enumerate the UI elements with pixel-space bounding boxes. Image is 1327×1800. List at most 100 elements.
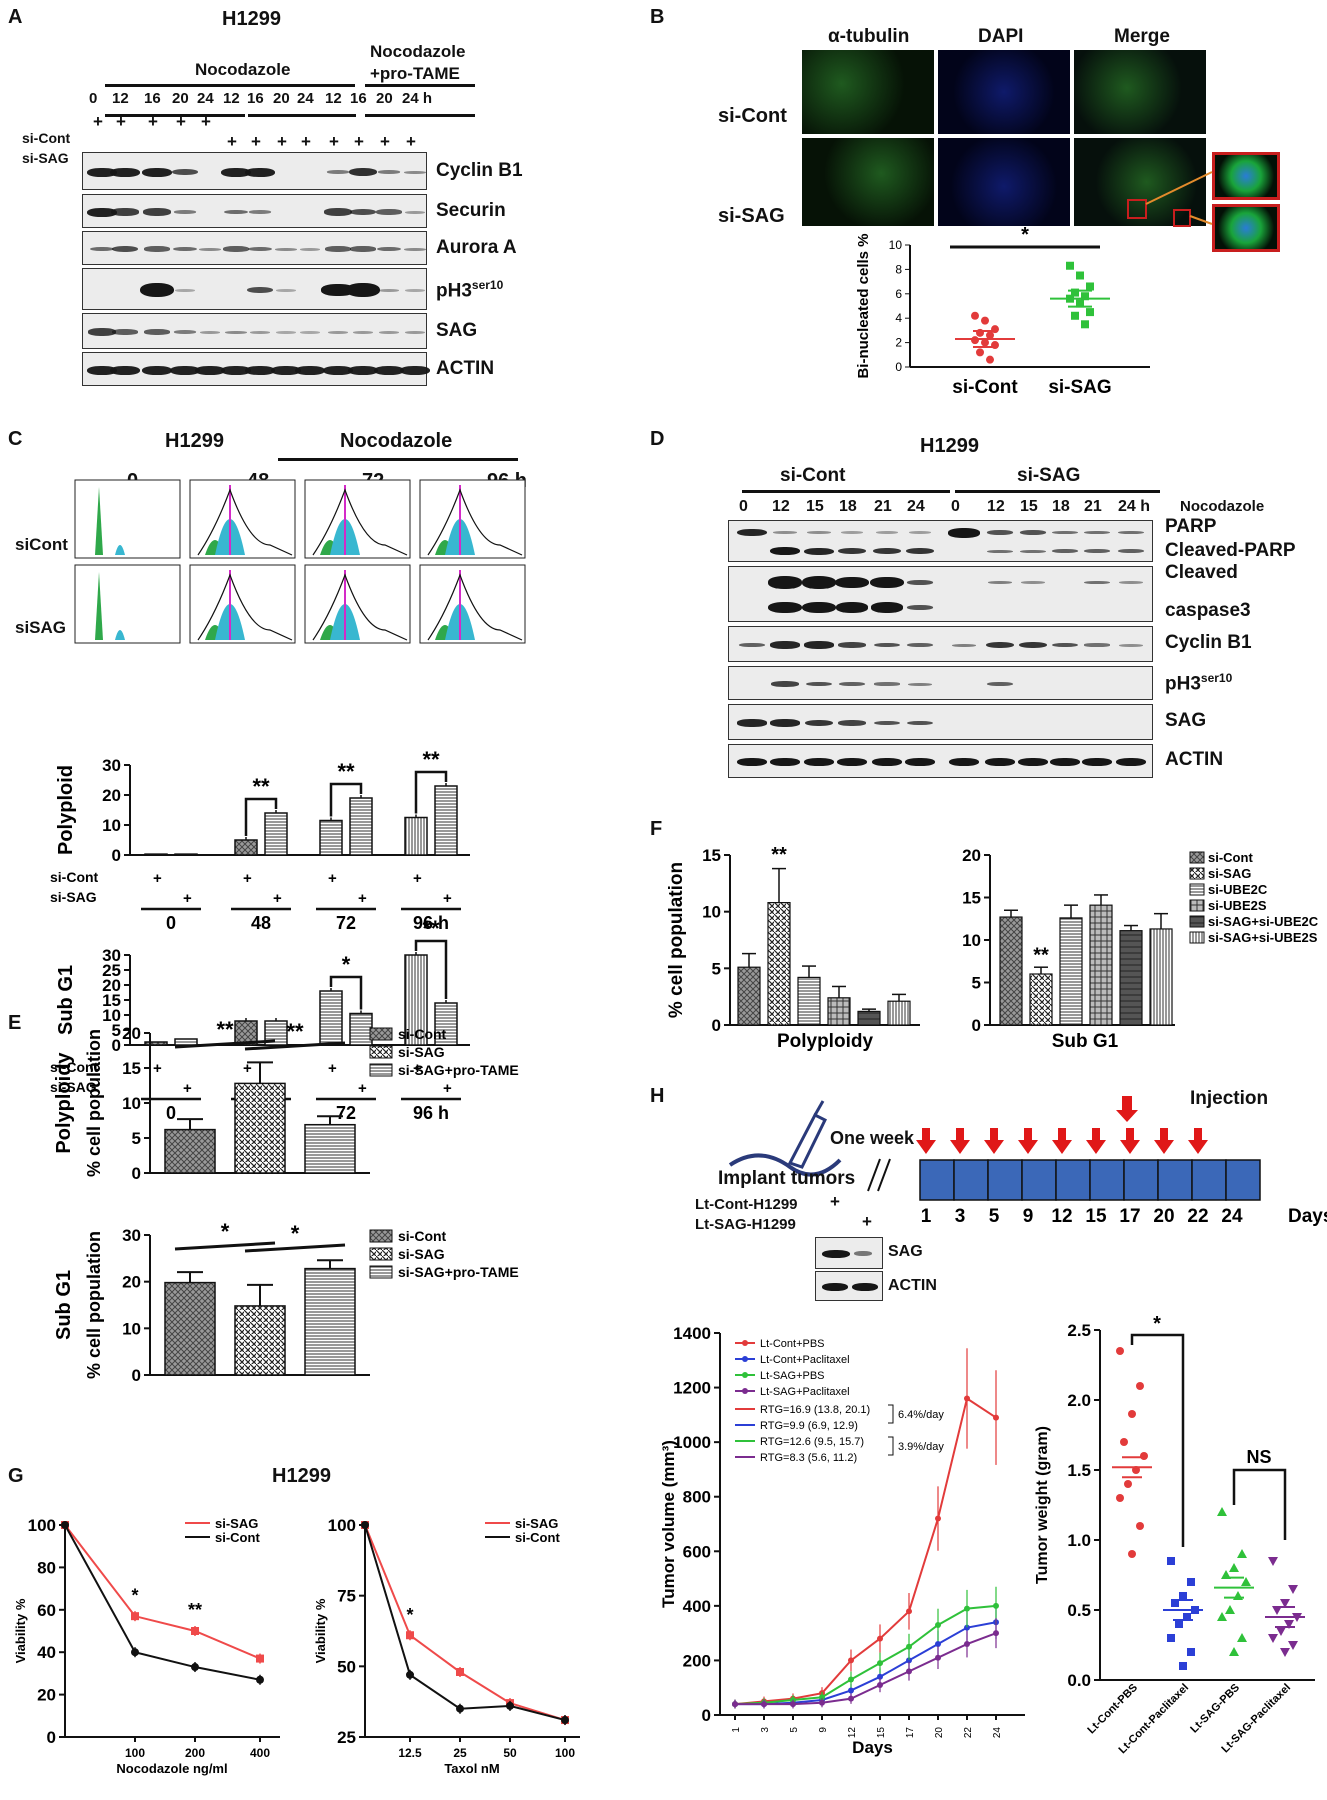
rtg-bracket-1 <box>888 1404 894 1424</box>
legend-marker <box>742 1372 748 1378</box>
blot-band <box>300 330 320 334</box>
timeline-day-label: 3 <box>955 1206 966 1227</box>
blot-band <box>299 247 321 251</box>
blot-a-label: Aurora A <box>436 237 517 258</box>
chart-tumor-volume: 0 200 400 600 800 1000 1200 1400 Tumor volume (m… <box>659 1324 1025 1757</box>
blot-a-label: ACTIN <box>436 358 495 379</box>
legend-label: si-SAG <box>398 1246 445 1262</box>
chart-g1-y-tick-label: 80 <box>37 1558 56 1577</box>
blot-band <box>907 643 933 647</box>
panel-a-treatment2-line2: +pro-TAME <box>370 64 460 83</box>
panel-label-b: B <box>650 6 665 28</box>
bar-si-SAG <box>1029 973 1053 1026</box>
injection-legend-arrow <box>1116 1096 1138 1122</box>
chart-e2-y-tick-label: 10 <box>122 1319 141 1338</box>
rtg-label: RTG=12.6 (9.5, 15.7) <box>760 1436 864 1448</box>
legend-label: si-UBE2S <box>1208 898 1267 913</box>
panel-a-bracket-pretame <box>365 84 475 87</box>
significance-label: ** <box>771 844 787 866</box>
weight-point <box>1179 1592 1187 1600</box>
panel-d-time-label: 18 <box>1052 498 1070 515</box>
histogram-trace <box>197 573 293 641</box>
image-merge-sisag <box>1072 136 1208 228</box>
blot-band <box>245 365 275 375</box>
blot-band <box>142 365 172 375</box>
significance-bracket <box>329 782 363 817</box>
bar-si-UBE2S <box>827 997 851 1026</box>
panel-d-time-label: 15 <box>1020 498 1038 515</box>
point-sisag <box>1071 311 1079 320</box>
weight-point <box>1280 1648 1290 1657</box>
point-sisag <box>1086 308 1094 317</box>
blot-band <box>873 720 901 726</box>
blot-band <box>349 208 377 216</box>
plus-sicont: + <box>413 1060 422 1077</box>
blot-band <box>110 365 140 375</box>
inset-binucleated-1 <box>1212 152 1280 200</box>
weight-point <box>1116 1494 1124 1502</box>
ph3-superscript: ser10 <box>471 278 504 292</box>
x-tick-label: 24 <box>992 1727 1003 1739</box>
plus-sicont: + <box>243 870 252 887</box>
chart-c1-y-tick-label: 30 <box>102 756 121 775</box>
blot-band <box>90 246 114 252</box>
chart-g1-y-tick-label: 0 <box>47 1728 56 1747</box>
blot-band <box>739 643 765 647</box>
panel-a-time-label: 16 <box>247 90 264 107</box>
blot-band <box>987 581 1013 585</box>
legend-label: Lt-Cont+Paclitaxel <box>760 1354 850 1366</box>
blot-band <box>110 167 140 177</box>
blot-band <box>1084 549 1110 554</box>
blot-band <box>949 758 979 766</box>
blot-band <box>985 641 1015 649</box>
chart-c2-y-tick-label: 10 <box>102 1006 121 1025</box>
f-poly-y-tick-label: 10 <box>702 903 721 922</box>
panel-d-time-label: 0 <box>951 498 960 515</box>
panel-a-time-label: 16 <box>350 90 367 107</box>
bar-si-SAG+si-UBE2C <box>1119 930 1143 1026</box>
plus-sisag: + <box>354 132 364 151</box>
chart-c2-y-tick-label: 25 <box>102 961 121 980</box>
blot-band <box>374 365 404 375</box>
x-category-label: Polyploidy <box>777 1031 874 1052</box>
plus-sisag: + <box>277 132 287 151</box>
bar-si-Cont <box>144 853 168 856</box>
chart-e1-y-tick-label: 5 <box>132 1129 141 1148</box>
significance-bar <box>174 1039 276 1049</box>
significance-label: ** <box>216 1017 234 1042</box>
legend-label: si-SAG <box>215 1516 258 1531</box>
group-label: 0 <box>166 913 176 933</box>
group-label: 96 h <box>413 913 449 933</box>
plus-sicont: + <box>328 1060 337 1077</box>
x-tick-label: 1 <box>731 1727 742 1733</box>
f-subg1-y-tick-label: 10 <box>962 931 981 950</box>
x-tick-label: 20 <box>934 1727 945 1739</box>
series-line-Lt-SAG+PBS <box>734 1604 997 1706</box>
blot-band <box>804 758 834 766</box>
blot-band <box>737 758 767 766</box>
y-axis-label: Polyploid <box>55 765 77 855</box>
legend-label: si-Cont <box>398 1228 447 1244</box>
blot-band <box>807 531 831 535</box>
weight-point <box>1217 1612 1227 1621</box>
panel-d-bracket-sisag <box>955 490 1160 493</box>
plus-sag: + <box>862 1212 872 1231</box>
plus-sicont: + <box>243 1060 252 1077</box>
blot-band <box>768 601 802 613</box>
x-tick-label: 15 <box>876 1727 887 1739</box>
chart-e2-y-tick-label: 20 <box>122 1273 141 1292</box>
plus-sisag: + <box>227 132 237 151</box>
blot-a-row <box>82 231 427 265</box>
x-category-label: Sub G1 <box>1052 1031 1119 1052</box>
significance-label: ** <box>252 774 270 799</box>
weight-point <box>1124 1480 1132 1488</box>
blot-band <box>767 576 803 590</box>
significance-label: ** <box>286 1019 304 1044</box>
significance-bar <box>244 1243 346 1253</box>
blot-band <box>737 719 767 727</box>
f-subg1-y-tick-label: 5 <box>972 974 981 993</box>
panel-d-group-sisag: si-SAG <box>1017 465 1081 486</box>
blot-d-label: ACTIN <box>1165 749 1224 770</box>
plus-sisag: + <box>251 132 261 151</box>
blot-band <box>323 365 353 375</box>
